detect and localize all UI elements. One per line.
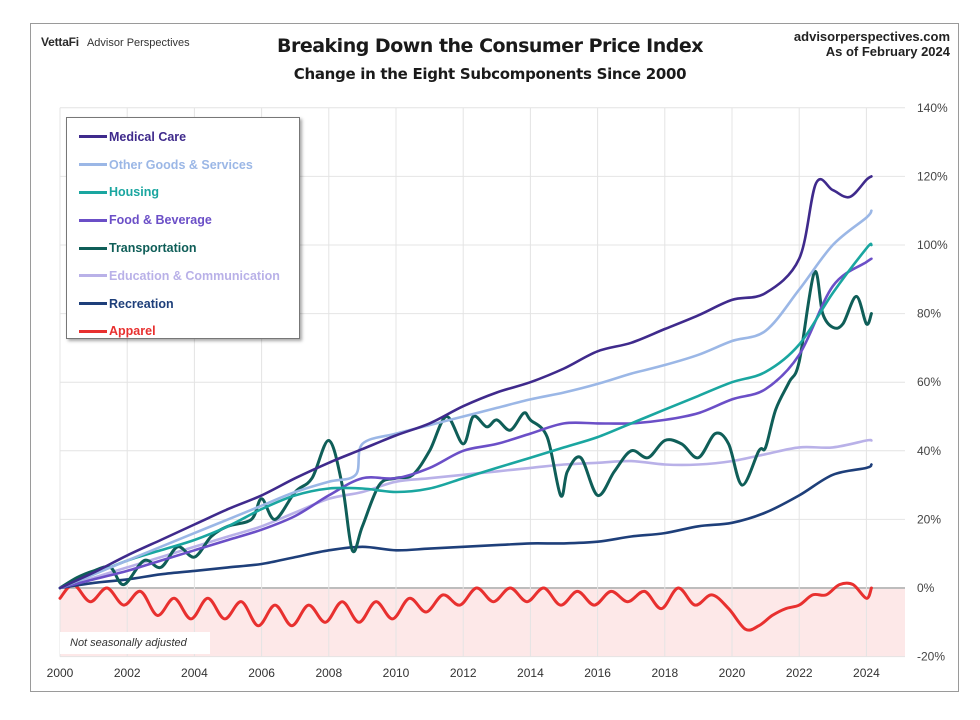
legend-item: Education & Communication bbox=[79, 262, 299, 290]
legend-item: Apparel bbox=[79, 318, 299, 346]
series-lines bbox=[58, 175, 873, 632]
series-line-apparel bbox=[58, 581, 873, 632]
legend-label: Transportation bbox=[109, 241, 197, 256]
x-axis-ticks: 2000 2002 2004 2006 2008 2010 2012 2014 2016 2018… bbox=[47, 666, 880, 680]
chart-subtitle: Change in the Eight Subcomponents Since … bbox=[293, 65, 687, 83]
series-line-recreation bbox=[58, 463, 873, 590]
legend-label: Apparel bbox=[109, 324, 156, 339]
series-line-housing bbox=[58, 242, 873, 590]
legend-swatch bbox=[79, 274, 107, 278]
x-tick-label: 2012 bbox=[450, 666, 477, 680]
x-tick-label: 2010 bbox=[383, 666, 410, 680]
x-tick-label: 2008 bbox=[315, 666, 342, 680]
legend-swatch bbox=[79, 302, 107, 306]
legend-item: Transportation bbox=[79, 234, 299, 262]
seasonal-note: Not seasonally adjusted bbox=[60, 632, 210, 654]
y-tick-label: 80% bbox=[917, 307, 941, 321]
gridlines bbox=[59, 107, 905, 658]
legend-item: Medical Care bbox=[79, 123, 299, 151]
y-tick-label: 120% bbox=[917, 169, 948, 183]
legend-label: Food & Beverage bbox=[109, 213, 212, 228]
legend-swatch bbox=[79, 329, 107, 333]
legend-label: Education & Communication bbox=[109, 268, 280, 283]
x-tick-label: 2018 bbox=[651, 666, 678, 680]
series-line-education-communication bbox=[58, 438, 873, 590]
y-tick-label: 20% bbox=[917, 512, 941, 526]
legend-item: Food & Beverage bbox=[79, 206, 299, 234]
legend-label: Recreation bbox=[109, 296, 174, 311]
y-tick-label: 60% bbox=[917, 375, 941, 389]
y-tick-label: 100% bbox=[917, 238, 948, 252]
series-line-food-beverage bbox=[58, 257, 873, 590]
x-tick-label: 2022 bbox=[786, 666, 813, 680]
as-of-label: As of February 2024 bbox=[825, 44, 950, 59]
x-tick-label: 2020 bbox=[719, 666, 746, 680]
y-tick-label: 40% bbox=[917, 444, 941, 458]
source-block: advisorperspectives.com As of February 2… bbox=[794, 29, 950, 59]
x-tick-label: 2024 bbox=[853, 666, 880, 680]
brand-name: VettaFi bbox=[41, 35, 79, 49]
series-line-other-goods-services bbox=[58, 209, 873, 590]
legend-label: Housing bbox=[109, 185, 159, 200]
brand-logo: VettaFi Advisor Perspectives bbox=[41, 35, 190, 49]
legend-label: Other Goods & Services bbox=[109, 157, 253, 172]
x-tick-label: 2002 bbox=[114, 666, 141, 680]
y-tick-label: 140% bbox=[917, 101, 948, 115]
legend-item: Housing bbox=[79, 179, 299, 207]
y-tick-label: 0% bbox=[917, 581, 935, 595]
series-line-medical-care bbox=[58, 175, 873, 590]
x-tick-label: 2000 bbox=[47, 666, 74, 680]
chart-title: Breaking Down the Consumer Price Index bbox=[276, 35, 704, 57]
legend-swatch bbox=[79, 190, 107, 194]
legend-label: Medical Care bbox=[109, 129, 187, 144]
legend-swatch bbox=[79, 135, 107, 139]
brand-sub: Advisor Perspectives bbox=[86, 37, 190, 49]
legend-item: Other Goods & Services bbox=[79, 151, 299, 179]
y-tick-label: -20% bbox=[917, 650, 945, 664]
x-tick-label: 2004 bbox=[181, 666, 208, 680]
legend-swatch bbox=[79, 163, 107, 167]
x-tick-label: 2016 bbox=[584, 666, 611, 680]
x-tick-label: 2014 bbox=[517, 666, 544, 680]
y-axis-ticks: 140% 120% 100% 80% 60% 40% 20% 0% -20% bbox=[917, 101, 948, 664]
legend-item: Recreation bbox=[79, 290, 299, 318]
x-tick-label: 2006 bbox=[248, 666, 275, 680]
legend-swatch bbox=[79, 218, 107, 222]
website-label: advisorperspectives.com bbox=[793, 29, 950, 44]
legend-swatch bbox=[79, 246, 107, 250]
chart-legend: Medical Care Other Goods & Services Housin… bbox=[66, 117, 300, 339]
